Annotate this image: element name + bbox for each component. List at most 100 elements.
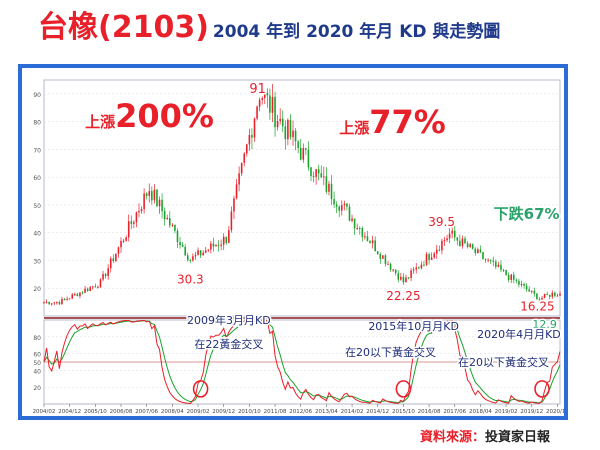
candle-body bbox=[284, 126, 287, 140]
x-tick-label: 2009/12 bbox=[212, 409, 235, 415]
kd-cross-circle bbox=[534, 380, 550, 398]
candle-body bbox=[197, 250, 199, 256]
candle-body bbox=[225, 236, 228, 243]
candle-body bbox=[489, 259, 492, 261]
candle-body bbox=[117, 247, 120, 254]
x-tick-label: 2006/08 bbox=[110, 409, 133, 415]
candle-body bbox=[158, 199, 161, 207]
candle-body bbox=[343, 203, 346, 206]
candle-body bbox=[61, 298, 63, 305]
candle-body bbox=[397, 273, 400, 280]
candle-body bbox=[271, 97, 274, 113]
candle-body bbox=[438, 249, 441, 251]
candle-body bbox=[412, 269, 415, 271]
candle-body bbox=[402, 276, 405, 283]
candle-body bbox=[515, 279, 518, 281]
candle-body bbox=[287, 119, 289, 140]
candle-body bbox=[538, 299, 541, 301]
candle-body bbox=[466, 243, 469, 248]
candle-body bbox=[194, 255, 197, 257]
candle-body bbox=[554, 292, 556, 296]
candle-body bbox=[364, 236, 366, 238]
candle-body bbox=[192, 256, 194, 261]
candle-body bbox=[258, 99, 261, 107]
candle-body bbox=[382, 255, 384, 259]
candle-body bbox=[97, 287, 99, 289]
candle-body bbox=[559, 293, 561, 296]
candle-body bbox=[335, 204, 338, 207]
kd-cross-note: 在20以下黃金交叉 bbox=[345, 345, 436, 359]
x-tick-label: 2016/08 bbox=[418, 409, 441, 415]
candle-body bbox=[238, 173, 240, 185]
candle-body bbox=[99, 279, 102, 288]
candle-body bbox=[220, 244, 222, 246]
candle-body bbox=[317, 169, 320, 174]
candle-body bbox=[230, 211, 233, 231]
candle-body bbox=[361, 228, 364, 238]
candle-body bbox=[204, 250, 207, 253]
candle-body bbox=[348, 206, 351, 221]
candle-body bbox=[389, 263, 392, 270]
price-y-tick-label: 30 bbox=[33, 258, 41, 265]
candle-body bbox=[384, 255, 387, 264]
candle-body bbox=[369, 240, 371, 244]
candle-body bbox=[156, 189, 158, 207]
candle-body bbox=[263, 93, 266, 99]
candle-body bbox=[145, 193, 148, 196]
candle-body bbox=[120, 240, 122, 248]
candle-body bbox=[507, 275, 510, 280]
candle-body bbox=[410, 270, 412, 278]
candle-body bbox=[122, 240, 125, 242]
candle-body bbox=[425, 254, 428, 265]
candle-body bbox=[456, 237, 459, 241]
candle-body bbox=[459, 240, 461, 247]
annotation-rise-2: 上漲77% bbox=[339, 103, 446, 141]
candle-body bbox=[548, 294, 551, 297]
candle-body bbox=[525, 285, 528, 290]
x-tick-label: 2014/02 bbox=[341, 409, 364, 415]
candle-body bbox=[63, 298, 66, 300]
candle-body bbox=[312, 176, 315, 178]
price-y-tick-label: 60 bbox=[33, 175, 41, 182]
candle-body bbox=[89, 287, 92, 292]
candle-body bbox=[430, 257, 433, 260]
price-y-tick-label: 40 bbox=[33, 231, 41, 238]
candle-body bbox=[418, 267, 420, 269]
source-name: 投資家日報 bbox=[485, 430, 551, 445]
candle-body bbox=[202, 252, 204, 256]
candle-body bbox=[374, 240, 376, 252]
candle-body bbox=[400, 276, 402, 280]
kd-y-tick-label: 40 bbox=[33, 368, 41, 375]
candle-body bbox=[261, 98, 264, 100]
candle-body bbox=[387, 263, 389, 265]
candlesticks-group bbox=[43, 83, 561, 306]
candle-body bbox=[58, 302, 61, 305]
candle-body bbox=[222, 236, 225, 245]
x-tick-label: 2013/04 bbox=[315, 409, 338, 415]
candle-body bbox=[181, 245, 184, 247]
candle-body bbox=[330, 183, 333, 200]
x-tick-label: 2007/06 bbox=[135, 409, 158, 415]
candle-body bbox=[109, 258, 112, 269]
candle-body bbox=[543, 293, 546, 298]
candle-body bbox=[107, 268, 109, 276]
candle-body bbox=[166, 217, 169, 220]
x-tick-label: 2014/12 bbox=[366, 409, 389, 415]
candle-body bbox=[199, 250, 202, 256]
candle-body bbox=[512, 274, 515, 280]
price-panel-border bbox=[43, 79, 561, 317]
chart-subtitle: 2004 年到 2020 年月 KD 與走勢圖 bbox=[212, 22, 501, 42]
source-credit: 資料來源：投資家日報 bbox=[420, 426, 550, 445]
kd-cross-title: 2020年4月月KD bbox=[477, 327, 561, 341]
candle-body bbox=[76, 293, 79, 297]
candle-body bbox=[217, 245, 220, 247]
candle-body bbox=[94, 286, 97, 288]
candle-body bbox=[310, 167, 312, 177]
candle-body bbox=[530, 290, 533, 292]
candle-body bbox=[510, 274, 513, 280]
candle-body bbox=[443, 240, 446, 242]
candle-body bbox=[371, 240, 374, 244]
candle-body bbox=[423, 264, 425, 266]
kd-cross-title: 2009年3月月KD bbox=[187, 313, 271, 327]
candle-body bbox=[379, 253, 382, 259]
